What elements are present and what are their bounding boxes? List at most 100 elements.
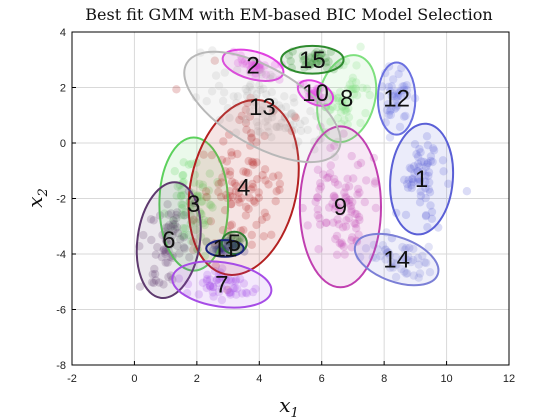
data-point <box>423 223 432 232</box>
data-point <box>242 60 251 69</box>
data-point <box>334 96 344 106</box>
data-point <box>342 197 351 206</box>
data-point <box>322 218 331 227</box>
data-point <box>303 125 312 135</box>
data-point <box>352 61 361 70</box>
data-point <box>217 284 227 293</box>
data-point <box>420 258 429 267</box>
y-axis-label-main: x <box>23 197 47 208</box>
data-point <box>234 195 243 204</box>
data-point <box>267 88 276 97</box>
data-point <box>267 108 277 118</box>
component-ellipse <box>187 98 300 276</box>
data-point <box>243 168 253 178</box>
data-point <box>277 118 286 128</box>
data-point <box>232 275 241 284</box>
data-point <box>184 160 193 169</box>
data-point <box>348 77 357 86</box>
data-point <box>393 92 402 102</box>
data-point <box>215 274 224 283</box>
data-point <box>264 127 273 137</box>
data-point <box>248 287 258 297</box>
data-point <box>312 47 321 57</box>
data-point <box>387 82 396 91</box>
data-point <box>321 218 331 228</box>
x-axis-label-main: x <box>279 393 290 417</box>
data-point <box>188 202 198 211</box>
data-point <box>349 90 359 99</box>
data-point <box>378 241 388 250</box>
data-point <box>172 210 181 220</box>
data-point <box>412 150 421 159</box>
data-point <box>362 84 372 93</box>
data-point <box>334 93 343 102</box>
data-point <box>227 177 237 186</box>
data-point <box>219 137 228 146</box>
data-point <box>173 228 183 238</box>
data-point <box>246 129 256 138</box>
data-point <box>174 274 184 283</box>
data-point <box>280 92 289 101</box>
data-point <box>259 232 268 241</box>
data-point <box>383 100 393 109</box>
data-point <box>209 282 218 292</box>
data-point <box>274 171 283 180</box>
data-point <box>352 224 361 233</box>
data-point <box>344 213 354 223</box>
data-point <box>360 197 369 207</box>
data-point <box>354 212 364 222</box>
data-point <box>214 187 223 197</box>
component-ellipse <box>205 239 245 258</box>
data-point <box>205 169 214 178</box>
data-point <box>333 215 342 224</box>
data-point <box>148 270 157 279</box>
component-ellipse <box>280 44 345 75</box>
data-point <box>177 191 186 200</box>
data-point <box>351 84 360 94</box>
data-point <box>350 218 359 228</box>
data-point <box>209 282 218 292</box>
data-point <box>305 58 314 67</box>
data-point <box>239 279 249 288</box>
data-point <box>391 252 400 262</box>
data-point <box>163 258 172 267</box>
data-point <box>176 191 186 201</box>
component-ellipse <box>353 232 440 287</box>
data-point <box>275 122 284 132</box>
data-point <box>271 197 280 206</box>
data-point <box>342 107 351 117</box>
data-point <box>216 192 226 201</box>
data-point <box>226 275 235 285</box>
data-point <box>353 190 362 199</box>
data-point <box>239 167 248 176</box>
data-point <box>291 113 300 123</box>
data-point <box>385 133 395 142</box>
data-point <box>261 117 270 126</box>
data-point <box>428 157 437 167</box>
data-point <box>392 260 401 269</box>
data-point <box>402 91 412 100</box>
data-point <box>413 152 423 161</box>
data-point <box>229 284 238 293</box>
data-point <box>208 246 218 255</box>
data-point <box>365 90 374 100</box>
data-point <box>168 220 178 229</box>
data-point <box>153 243 162 252</box>
data-point <box>254 63 264 72</box>
data-point <box>172 191 181 200</box>
data-point <box>331 201 340 211</box>
data-point <box>315 54 324 63</box>
data-point <box>382 248 392 257</box>
data-point <box>202 276 212 285</box>
data-point <box>390 104 399 114</box>
data-point <box>251 69 260 78</box>
data-point <box>208 203 217 212</box>
data-point <box>253 127 262 136</box>
data-point <box>210 56 219 65</box>
data-point <box>233 58 243 68</box>
data-point <box>313 165 323 174</box>
data-point <box>241 288 250 297</box>
data-point <box>325 169 335 178</box>
data-point <box>247 157 257 166</box>
data-point <box>257 106 266 115</box>
